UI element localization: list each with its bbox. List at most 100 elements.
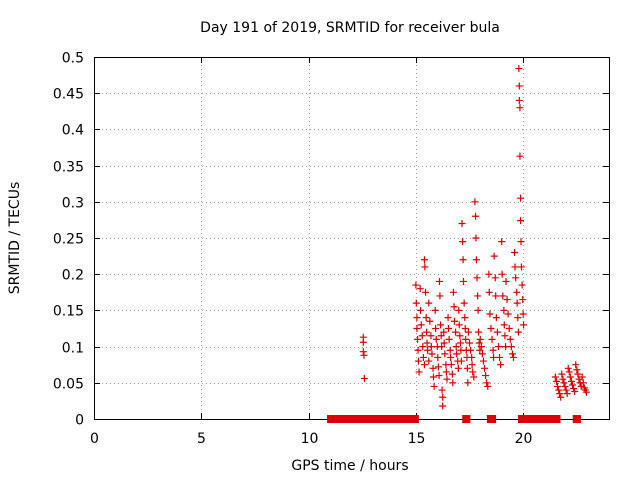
data-point [461,325,469,332]
zero-value-run [327,415,419,423]
data-point [474,292,482,300]
data-point [360,374,368,382]
data-point [555,386,563,394]
data-point [455,321,463,329]
data-point [515,96,523,104]
data-point [560,379,568,387]
data-point [419,343,427,351]
data-point [430,382,438,390]
data-point [460,299,468,307]
data-point [444,314,452,322]
data-point [438,386,446,394]
data-point [420,361,428,369]
data-point [462,335,470,343]
data-point [475,328,483,336]
data-point [432,335,440,343]
data-point [494,343,502,351]
data-point [457,339,465,347]
data-point [490,252,498,260]
data-point [515,65,523,73]
data-point [519,296,527,304]
data-point [520,321,528,329]
data-point [485,288,493,296]
chart-title: Day 191 of 2019, SRMTID for receiver bul… [200,20,500,36]
data-point [472,256,480,264]
data-point [551,373,559,381]
data-point [452,343,460,351]
data-point [561,382,569,390]
data-point [478,350,486,358]
zero-value-run [462,415,471,423]
data-point [448,370,456,378]
data-point [474,306,482,314]
data-point [459,238,467,246]
data-point [463,364,471,372]
data-point [360,351,368,359]
data-point [492,314,500,322]
tick-layer: 0 0.05 0.1 0.15 0.2 0.25 0.3 0.35 0.4 0.45 0.5 0 5 10… [53,51,609,447]
zero-value-run [572,415,581,423]
y-tick-label: 0.25 [53,232,84,248]
data-point [443,375,451,383]
data-point [423,339,431,347]
data-point [577,382,585,390]
y-tick-label: 0.5 [62,51,84,67]
data-point [519,310,527,318]
data-point [496,353,504,361]
data-point [459,256,467,264]
y-tick-label: 0.3 [62,196,84,212]
data-point [452,328,460,336]
data-point [421,263,429,271]
y-tick-label: 0 [75,413,84,429]
data-point [466,339,474,347]
data-point [436,292,444,300]
data-point [556,390,564,398]
data-point [472,234,480,242]
data-point [483,379,491,387]
data-point [437,332,445,340]
data-point [434,353,442,361]
data-point [458,220,466,228]
data-point [507,343,515,351]
data-point [500,321,508,329]
data-point [455,306,463,314]
data-point [482,372,490,380]
data-point [471,198,479,206]
data-point [453,350,461,358]
data-point [489,346,497,354]
data-point [508,350,516,358]
data-point [476,335,484,343]
data-point [511,248,519,256]
data-point [425,357,433,365]
data-point [485,270,493,278]
data-point [566,373,574,381]
data-point [417,321,425,329]
data-point [414,346,422,354]
data-point [476,346,484,354]
data-point [488,335,496,343]
data-point [574,370,582,378]
data-point [423,328,431,336]
data-point [517,238,525,246]
data-point [502,277,510,285]
data-point [514,314,522,322]
data-point [422,314,430,322]
data-point [425,299,433,307]
data-point [416,285,424,293]
data-point [512,274,520,282]
data-point [427,343,435,351]
data-point [564,364,572,372]
data-point [464,379,472,387]
y-tick-label: 0.4 [62,123,84,139]
data-point [477,343,485,351]
data-point [506,335,514,343]
data-point [435,277,443,285]
data-point [429,373,437,381]
data-point [582,388,590,396]
data-point [419,353,427,361]
data-point [468,361,476,369]
data-point [442,368,450,376]
data-point [511,263,519,271]
